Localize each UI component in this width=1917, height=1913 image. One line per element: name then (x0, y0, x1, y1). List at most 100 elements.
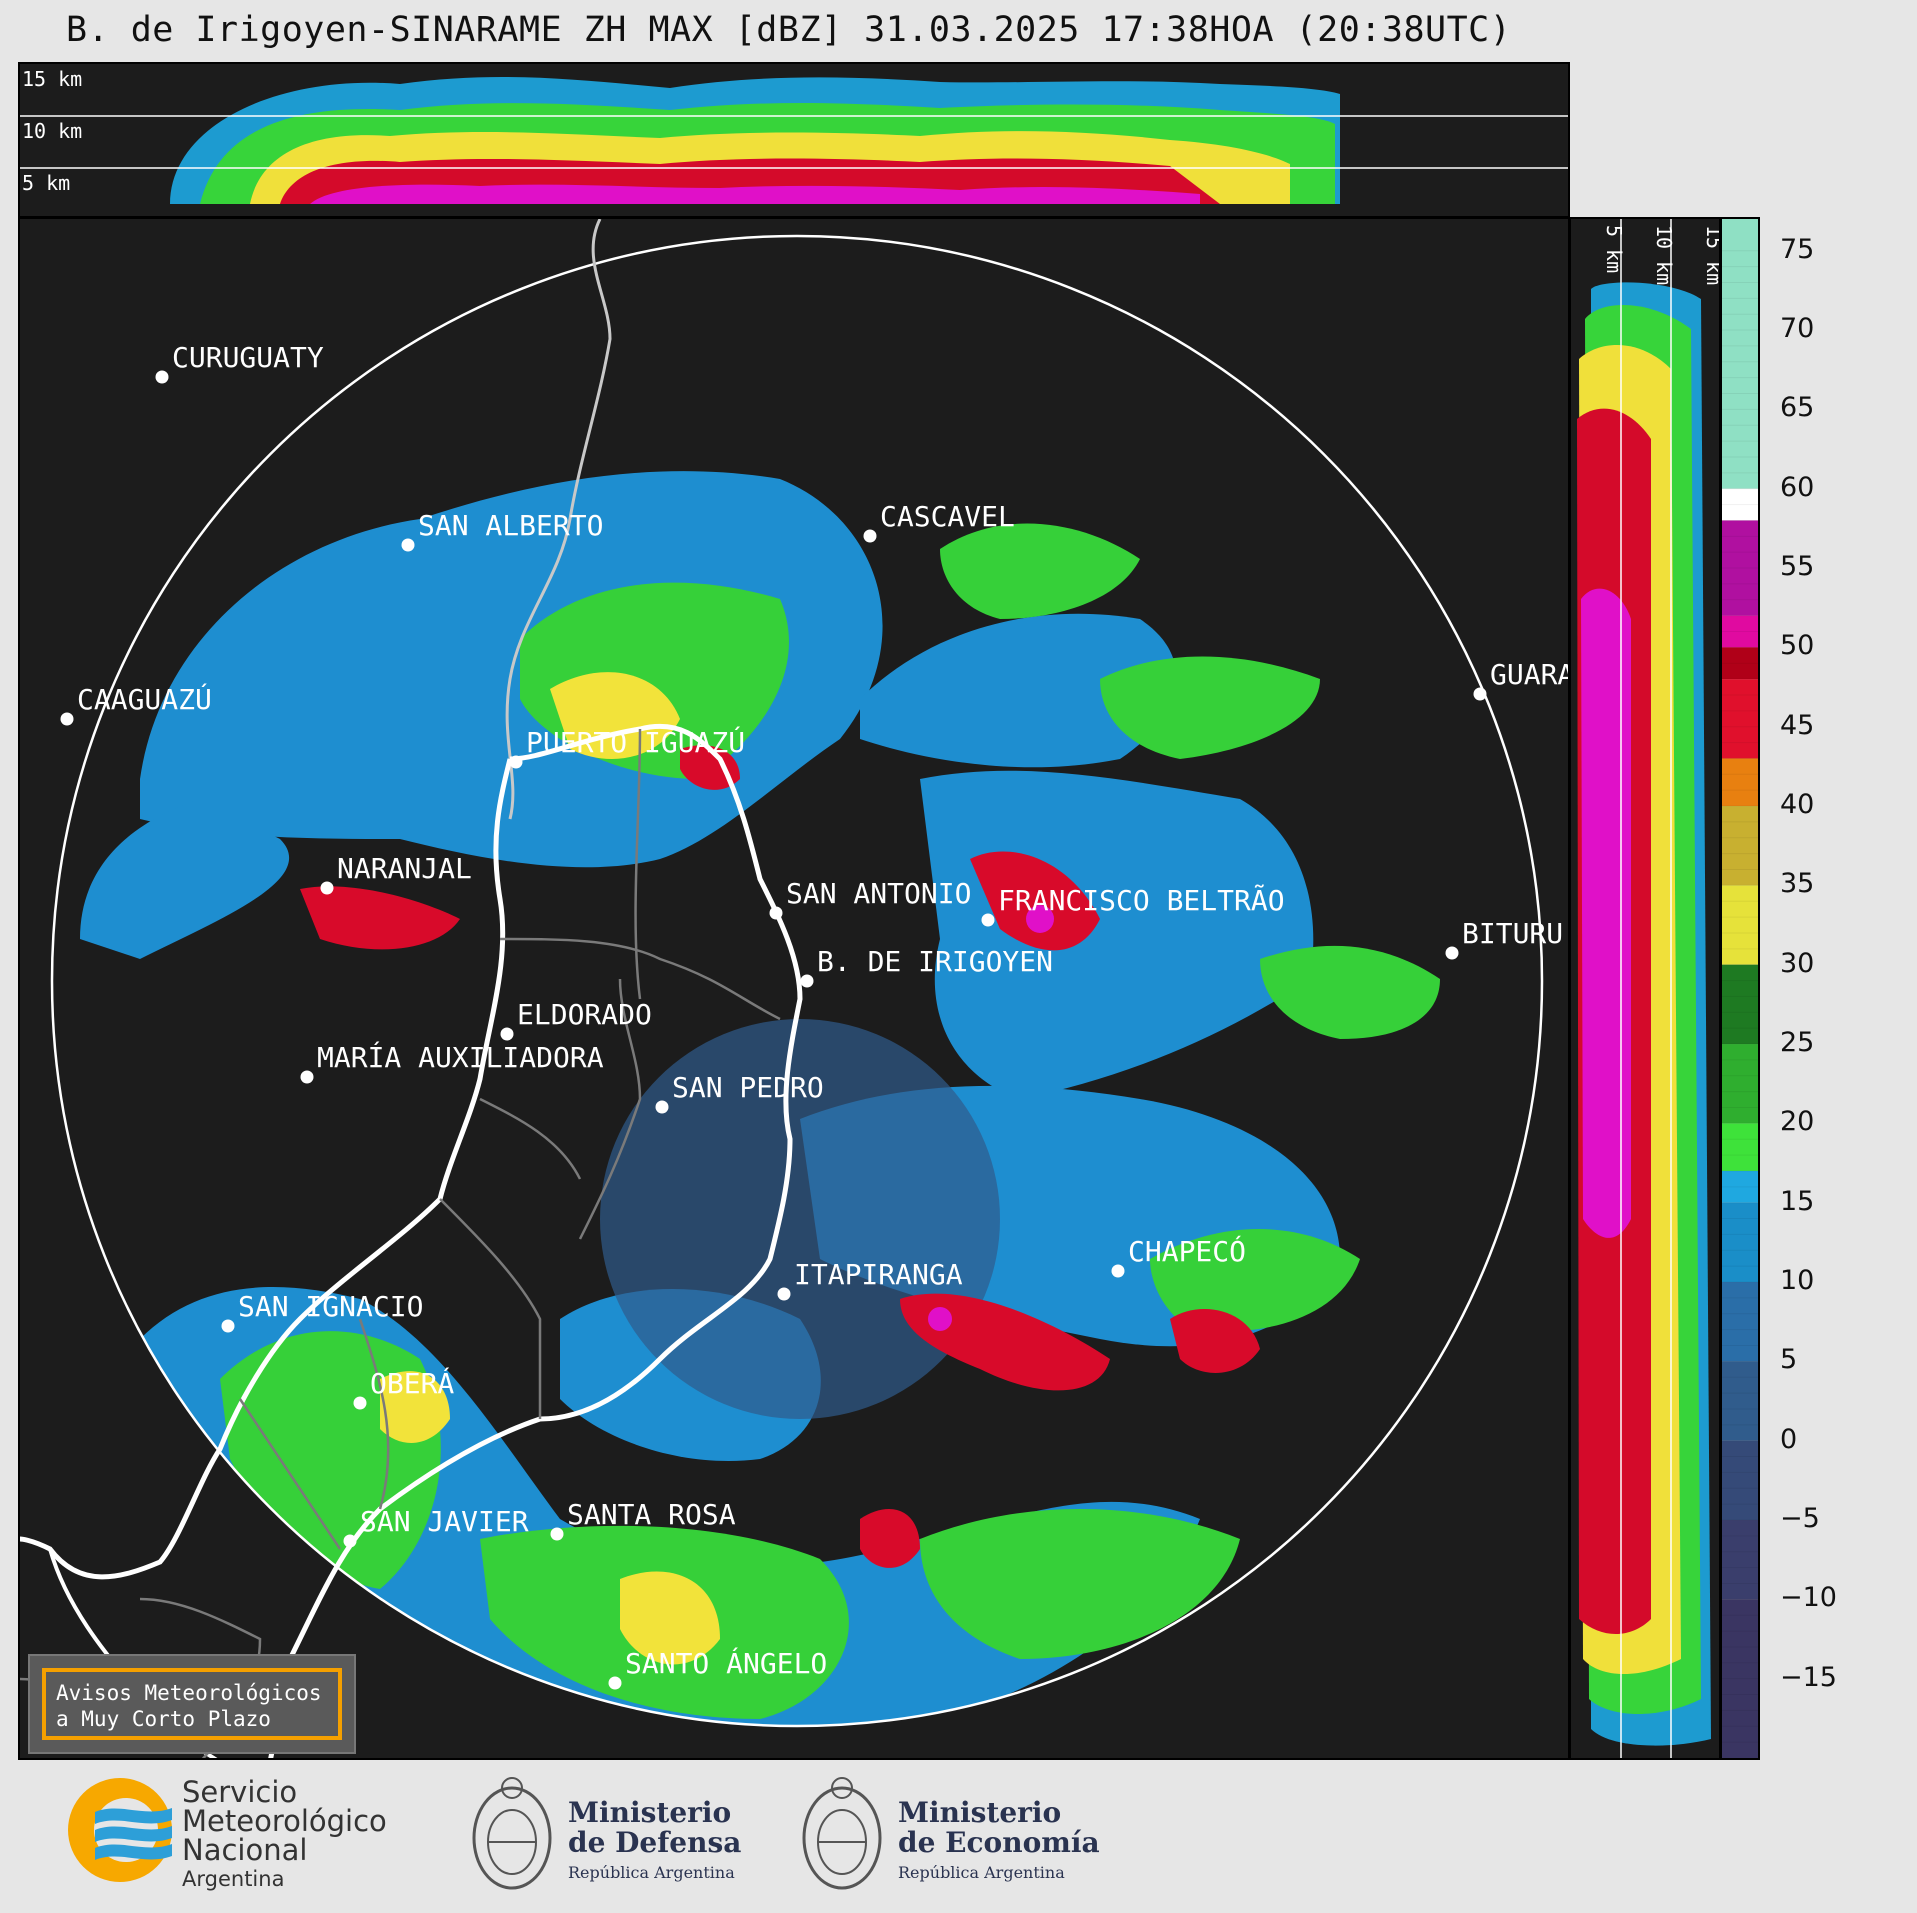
colorbar-tick: 20 (1780, 1106, 1815, 1138)
radar-map[interactable]: CURUGUATY SAN ALBERTO CASCAVEL CAAGUAZÚ … (18, 217, 1570, 1760)
footer-logos (0, 1760, 1917, 1909)
smn-line-4: Argentina (182, 1867, 285, 1891)
city-obera[interactable]: OBERÁ (353, 1366, 455, 1410)
side-cross-section: 5 km 10 km 15 km (1569, 217, 1721, 1760)
colorbar-band (1722, 758, 1758, 807)
colorbar-tick: 30 (1780, 947, 1815, 979)
smn-logo-text: Servicio Meteorológico Nacional Argentin… (182, 1778, 387, 1894)
colorbar-band (1722, 219, 1758, 489)
smn-line-3: Nacional (182, 1833, 308, 1867)
svg-text:FRANCISCO BELTRÃO: FRANCISCO BELTRÃO (998, 884, 1285, 917)
department-borders (20, 728, 781, 1758)
economia-line-3: República Argentina (898, 1863, 1065, 1882)
side-label-15km: 15 km (1702, 225, 1721, 285)
page-title: B. de Irigoyen-SINARAME ZH MAX [dBZ] 31.… (66, 10, 1512, 50)
smn-line-2: Meteorológico (182, 1804, 387, 1838)
defensa-logo-text: Ministerio de Defensa República Argentin… (568, 1798, 741, 1888)
colorbar-tick: 15 (1780, 1185, 1815, 1217)
colorbar-tick: −5 (1780, 1503, 1820, 1534)
defensa-line-2: de Defensa (568, 1826, 742, 1859)
city-eldorado[interactable]: ELDORADO (500, 998, 652, 1041)
colorbar-band (1722, 1361, 1758, 1441)
range-ring (50, 234, 1544, 1728)
svg-text:SANTA ROSA: SANTA ROSA (567, 1498, 736, 1531)
city-naranjal[interactable]: NARANJAL (320, 852, 472, 895)
city-santo-angelo[interactable]: SANTO ÁNGELO (608, 1646, 828, 1690)
smn-logo-icon (68, 1778, 172, 1882)
svg-text:SANTO ÁNGELO: SANTO ÁNGELO (625, 1646, 827, 1680)
colorbar-band (1722, 1202, 1758, 1283)
smn-line-1: Servicio (182, 1775, 298, 1809)
svg-text:CAAGUAZÚ: CAAGUAZÚ (77, 682, 212, 716)
colorbar-tick: 5 (1780, 1344, 1798, 1376)
colorbar-band (1722, 1044, 1758, 1124)
city-san-antonio[interactable]: SAN ANTONIO (769, 877, 972, 920)
colorbar-band (1722, 1282, 1758, 1362)
top-cross-section: 15 km 10 km 5 km (18, 62, 1570, 218)
city-san-alberto[interactable]: SAN ALBERTO (401, 509, 604, 552)
svg-text:B. DE IRIGOYEN: B. DE IRIGOYEN (817, 945, 1053, 978)
city-francisco-beltrao[interactable]: FRANCISCO BELTRÃO (981, 884, 1285, 927)
city-markers: CURUGUATY SAN ALBERTO CASCAVEL CAAGUAZÚ … (60, 341, 1571, 1690)
colorbar-band (1722, 679, 1758, 759)
colorbar-tick: 55 (1780, 551, 1815, 583)
colorbar-band (1722, 647, 1758, 680)
height-label-10km: 10 km (22, 119, 82, 143)
border-argentina-paraguay (20, 758, 513, 1580)
defensa-line-3: República Argentina (568, 1863, 735, 1882)
defensa-seal-icon (472, 1777, 552, 1890)
avisos-box[interactable]: Avisos Meteorológicos a Muy Corto Plazo (28, 1654, 356, 1754)
city-santa-rosa[interactable]: SANTA ROSA (550, 1498, 736, 1541)
colorbar-tick: 75 (1780, 233, 1815, 265)
city-chapeco[interactable]: CHAPECÓ (1111, 1234, 1247, 1278)
city-b-de-irigoyen[interactable]: B. DE IRIGOYEN (800, 945, 1054, 988)
city-cascavel[interactable]: CASCAVEL (863, 500, 1015, 543)
economia-seal-icon (802, 1777, 882, 1890)
city-san-ignacio[interactable]: SAN IGNACIO (221, 1290, 424, 1333)
dbz-colorbar (1720, 217, 1760, 1760)
colorbar-tick: −15 (1780, 1661, 1837, 1693)
svg-text:CASCAVEL: CASCAVEL (880, 500, 1015, 533)
svg-text:CHAPECÓ: CHAPECÓ (1128, 1234, 1246, 1268)
city-guara[interactable]: GUARA (1473, 658, 1571, 701)
colorbar-band (1722, 520, 1758, 616)
city-san-javier[interactable]: SAN JAVIER (343, 1505, 529, 1548)
colorbar-tick: 65 (1780, 392, 1815, 424)
side-label-10km: 10 km (1652, 225, 1676, 285)
colorbar-tick: 45 (1780, 709, 1815, 741)
avisos-line-1: Avisos Meteorológicos (56, 1681, 322, 1705)
colorbar-band (1722, 615, 1758, 648)
colorbar-band (1722, 1520, 1758, 1600)
svg-text:SAN ANTONIO: SAN ANTONIO (786, 877, 971, 910)
economia-line-2: de Economía (898, 1826, 1100, 1859)
city-puerto-iguazu[interactable]: PUERTO IGUAZÚ (509, 725, 746, 769)
border-argentina-brazil (268, 723, 803, 1758)
colorbar-band (1722, 885, 1758, 965)
colorbar-tick: 35 (1780, 868, 1815, 900)
svg-text:CURUGUATY: CURUGUATY (172, 341, 324, 374)
city-caaguazu[interactable]: CAAGUAZÚ (60, 682, 212, 726)
colorbar-tick: −10 (1780, 1582, 1837, 1614)
colorbar-band (1722, 488, 1758, 521)
colorbar-tick: 10 (1780, 1265, 1815, 1297)
city-bituru[interactable]: BITURU (1445, 917, 1564, 960)
svg-text:SAN PEDRO: SAN PEDRO (672, 1071, 824, 1104)
height-label-15km: 15 km (22, 67, 82, 91)
city-curuguaty[interactable]: CURUGUATY (155, 341, 324, 384)
colorbar-tick: 70 (1780, 313, 1815, 345)
svg-text:ITAPIRANGA: ITAPIRANGA (794, 1258, 963, 1291)
svg-text:GUARA: GUARA (1490, 658, 1570, 691)
city-maria-auxiliadora[interactable]: MARÍA AUXILIADORA (300, 1040, 604, 1084)
colorbar-tick: 25 (1780, 1027, 1815, 1059)
height-label-5km: 5 km (22, 171, 70, 195)
colorbar-tick: 0 (1780, 1423, 1798, 1455)
svg-text:BITURU: BITURU (1462, 917, 1563, 950)
colorbar-tick: 60 (1780, 471, 1815, 503)
city-itapiranga[interactable]: ITAPIRANGA (777, 1258, 963, 1301)
svg-text:ELDORADO: ELDORADO (517, 998, 652, 1031)
avisos-line-2: a Muy Corto Plazo (56, 1707, 271, 1731)
city-san-pedro[interactable]: SAN PEDRO (655, 1071, 824, 1114)
colorbar-band (1722, 1440, 1758, 1521)
svg-text:OBERÁ: OBERÁ (370, 1366, 454, 1400)
reflectivity-field (80, 471, 1440, 1726)
